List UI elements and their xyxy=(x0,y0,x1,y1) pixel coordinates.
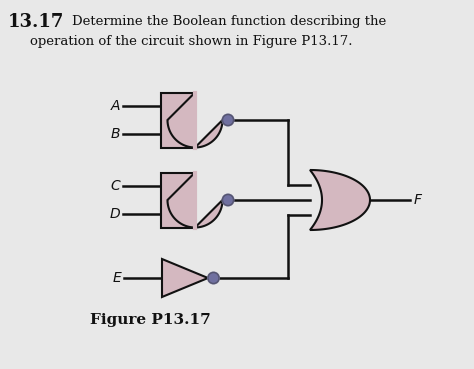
Circle shape xyxy=(222,194,234,206)
Text: Determine the Boolean function describing the: Determine the Boolean function describin… xyxy=(72,15,386,28)
Polygon shape xyxy=(162,259,208,297)
Polygon shape xyxy=(161,172,195,228)
Polygon shape xyxy=(161,93,195,148)
Circle shape xyxy=(208,272,219,283)
Polygon shape xyxy=(310,170,370,230)
Circle shape xyxy=(222,114,234,125)
Text: F: F xyxy=(414,193,422,207)
Circle shape xyxy=(208,272,219,283)
Circle shape xyxy=(222,194,234,206)
Text: A: A xyxy=(110,99,120,113)
Text: 13.17: 13.17 xyxy=(8,13,64,31)
Text: Figure P13.17: Figure P13.17 xyxy=(90,313,211,327)
Text: E: E xyxy=(112,271,121,285)
Polygon shape xyxy=(167,93,222,148)
Text: D: D xyxy=(109,207,120,221)
Text: C: C xyxy=(110,179,120,193)
Polygon shape xyxy=(167,172,222,228)
Text: B: B xyxy=(110,127,120,141)
Circle shape xyxy=(222,114,234,125)
Text: operation of the circuit shown in Figure P13.17.: operation of the circuit shown in Figure… xyxy=(30,35,353,48)
